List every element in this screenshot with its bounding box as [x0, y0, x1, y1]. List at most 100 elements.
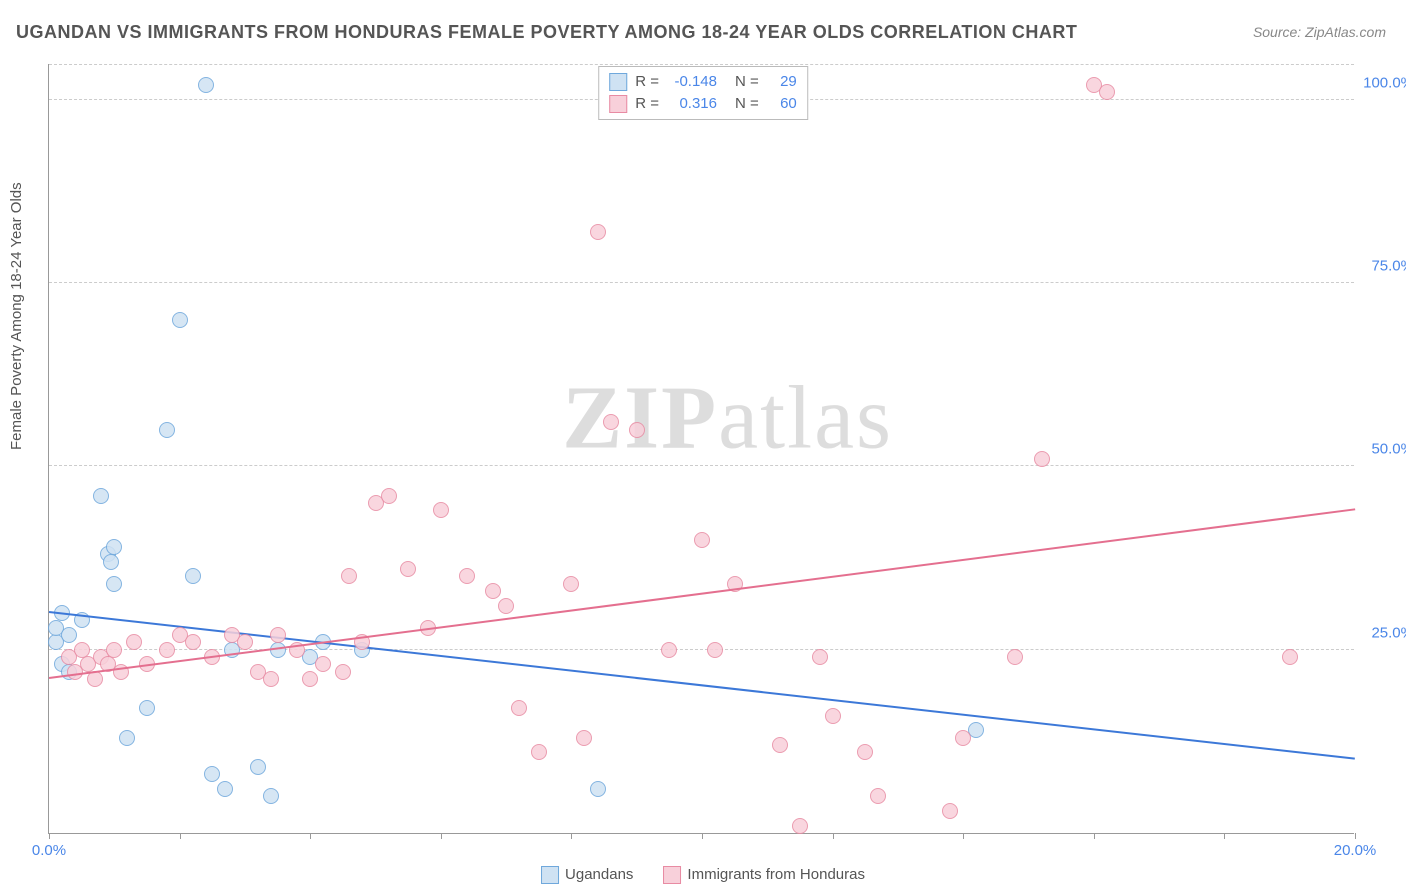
- data-point: [942, 803, 958, 819]
- data-point: [159, 422, 175, 438]
- data-point: [172, 312, 188, 328]
- chart-title: UGANDAN VS IMMIGRANTS FROM HONDURAS FEMA…: [16, 22, 1077, 43]
- r-value: 0.316: [667, 93, 717, 115]
- data-point: [590, 224, 606, 240]
- data-point: [563, 576, 579, 592]
- x-tick: [180, 833, 181, 839]
- data-point: [106, 576, 122, 592]
- regression-line: [49, 611, 1355, 760]
- y-tick-label: 100.0%: [1359, 74, 1406, 91]
- legend-swatch: [609, 95, 627, 113]
- data-point: [576, 730, 592, 746]
- data-point: [857, 744, 873, 760]
- data-point: [511, 700, 527, 716]
- gridline: [49, 465, 1354, 466]
- data-point: [270, 627, 286, 643]
- data-point: [185, 634, 201, 650]
- data-point: [707, 642, 723, 658]
- data-point: [119, 730, 135, 746]
- x-tick: [963, 833, 964, 839]
- data-point: [531, 744, 547, 760]
- data-point: [263, 788, 279, 804]
- data-point: [1099, 84, 1115, 100]
- x-tick: [833, 833, 834, 839]
- r-label: R =: [635, 71, 659, 93]
- data-point: [955, 730, 971, 746]
- data-point: [1282, 649, 1298, 665]
- data-point: [185, 568, 201, 584]
- n-label: N =: [735, 71, 759, 93]
- data-point: [159, 642, 175, 658]
- data-point: [498, 598, 514, 614]
- data-point: [237, 634, 253, 650]
- data-point: [250, 759, 266, 775]
- data-point: [870, 788, 886, 804]
- gridline: [49, 64, 1354, 65]
- legend-label: Immigrants from Honduras: [687, 866, 865, 883]
- x-tick: [571, 833, 572, 839]
- data-point: [629, 422, 645, 438]
- r-label: R =: [635, 93, 659, 115]
- n-value: 29: [767, 71, 797, 93]
- data-point: [825, 708, 841, 724]
- data-point: [61, 627, 77, 643]
- data-point: [198, 77, 214, 93]
- plot-area: ZIPatlas 25.0%50.0%75.0%100.0%0.0%20.0%: [48, 64, 1354, 834]
- data-point: [341, 568, 357, 584]
- data-point: [335, 664, 351, 680]
- legend-stat-row: R =0.316N =60: [609, 93, 797, 115]
- data-point: [106, 539, 122, 555]
- data-point: [74, 642, 90, 658]
- x-tick: [702, 833, 703, 839]
- legend-label: Ugandans: [565, 866, 633, 883]
- legend-swatch: [609, 73, 627, 91]
- x-tick-label: 0.0%: [32, 842, 66, 859]
- gridline: [49, 282, 1354, 283]
- source-attribution: Source: ZipAtlas.com: [1253, 24, 1386, 40]
- y-axis-label: Female Poverty Among 18-24 Year Olds: [8, 182, 25, 450]
- data-point: [590, 781, 606, 797]
- watermark-zip: ZIP: [562, 368, 718, 467]
- legend-series: Ugandans Immigrants from Honduras: [541, 866, 865, 884]
- data-point: [694, 532, 710, 548]
- legend-swatch: [663, 866, 681, 884]
- data-point: [433, 502, 449, 518]
- data-point: [603, 414, 619, 430]
- r-value: -0.148: [667, 71, 717, 93]
- y-tick-label: 25.0%: [1359, 624, 1406, 641]
- legend-stats: R = -0.148 N = 29R = 0.316 N = 60: [598, 66, 808, 120]
- data-point: [103, 554, 119, 570]
- data-point: [93, 488, 109, 504]
- data-point: [485, 583, 501, 599]
- n-value: 60: [767, 93, 797, 115]
- x-tick: [49, 833, 50, 839]
- data-point: [400, 561, 416, 577]
- data-point: [139, 700, 155, 716]
- data-point: [792, 818, 808, 834]
- data-point: [1034, 451, 1050, 467]
- y-tick-label: 50.0%: [1359, 441, 1406, 458]
- legend-swatch: [541, 866, 559, 884]
- watermark-atlas: atlas: [718, 368, 893, 467]
- data-point: [772, 737, 788, 753]
- data-point: [263, 671, 279, 687]
- data-point: [126, 634, 142, 650]
- data-point: [661, 642, 677, 658]
- x-tick: [1094, 833, 1095, 839]
- data-point: [315, 656, 331, 672]
- x-tick-label: 20.0%: [1334, 842, 1377, 859]
- legend-item: Immigrants from Honduras: [663, 866, 865, 884]
- legend-stat-row: R = -0.148 N = 29: [609, 71, 797, 93]
- data-point: [812, 649, 828, 665]
- x-tick: [310, 833, 311, 839]
- data-point: [106, 642, 122, 658]
- data-point: [459, 568, 475, 584]
- x-tick: [1355, 833, 1356, 839]
- data-point: [302, 671, 318, 687]
- x-tick: [1224, 833, 1225, 839]
- data-point: [204, 766, 220, 782]
- y-tick-label: 75.0%: [1359, 258, 1406, 275]
- x-tick: [441, 833, 442, 839]
- data-point: [217, 781, 233, 797]
- data-point: [1007, 649, 1023, 665]
